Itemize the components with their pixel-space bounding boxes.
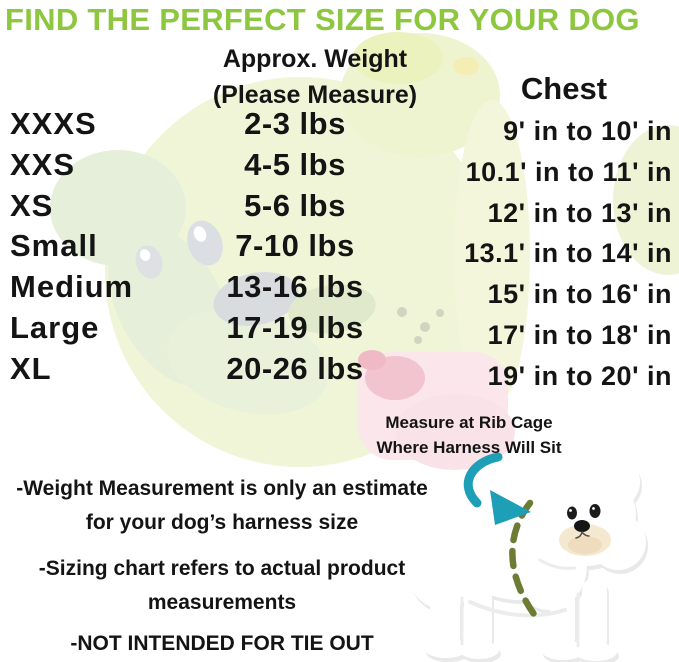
- size-cell: XL: [10, 350, 52, 386]
- measure-callout-line1: Measure at Rib Cage: [385, 413, 553, 432]
- table-row: Medium 13-16 lbs 15' in to 16' in: [0, 267, 679, 309]
- size-cell: Large: [10, 309, 100, 345]
- dog-fur-shading: [460, 558, 580, 648]
- footnote-sizing-chart: -Sizing chart refers to actual product m…: [38, 557, 406, 614]
- table-row: Large 17-19 lbs 17' in to 18' in: [0, 308, 679, 350]
- size-cell: XS: [10, 187, 54, 223]
- measure-callout: Measure at Rib Cage Where Harness Will S…: [350, 410, 588, 460]
- table-row: XXXS 2-3 lbs 9' in to 10' in: [0, 104, 679, 146]
- table-row: XXS 4-5 lbs 10.1' in to 11' in: [0, 145, 679, 187]
- size-cell: Medium: [10, 269, 134, 305]
- weight-column-header: Approx. Weight (Please Measure): [183, 41, 447, 113]
- size-cell: XXS: [10, 146, 76, 182]
- measure-callout-line2: Where Harness Will Sit: [376, 438, 562, 457]
- weight-cell: 4-5 lbs: [244, 146, 346, 182]
- weight-cell: 7-10 lbs: [235, 228, 355, 264]
- chest-column-header: Chest: [520, 71, 608, 106]
- white-fluffy-dog-photo: [409, 452, 648, 662]
- chest-measure-dashed-line: [509, 499, 540, 621]
- page-title: FIND THE PERFECT SIZE FOR YOUR DOG: [5, 2, 640, 37]
- size-cell: XXXS: [10, 106, 97, 141]
- table-row: Small 7-10 lbs 13.1' in to 14' in: [0, 226, 679, 268]
- footnote-not-tie-out: -NOT INTENDED FOR TIE OUT: [70, 632, 374, 655]
- table-row: XL 20-26 lbs 19' in to 20' in: [0, 349, 679, 391]
- chest-cell: 19' in to 20' in: [487, 360, 672, 391]
- table-row: XS 5-6 lbs 12' in to 13' in: [0, 186, 679, 228]
- weight-header-line1: Approx. Weight: [222, 45, 408, 73]
- weight-cell: 20-26 lbs: [226, 350, 364, 386]
- size-table-rows: XXXS 2-3 lbs 9' in to 10' in XXS 4-5 lbs…: [0, 104, 679, 391]
- size-cell: Small: [10, 228, 98, 264]
- weight-cell: 13-16 lbs: [226, 269, 364, 305]
- dog-face: [559, 504, 611, 556]
- weight-cell: 2-3 lbs: [244, 106, 346, 141]
- weight-cell: 17-19 lbs: [226, 309, 364, 345]
- footnote-weight-estimate: -Weight Measurement is only an estimate …: [16, 477, 428, 534]
- weight-cell: 5-6 lbs: [244, 187, 346, 223]
- curved-teal-arrow-icon: [463, 452, 531, 525]
